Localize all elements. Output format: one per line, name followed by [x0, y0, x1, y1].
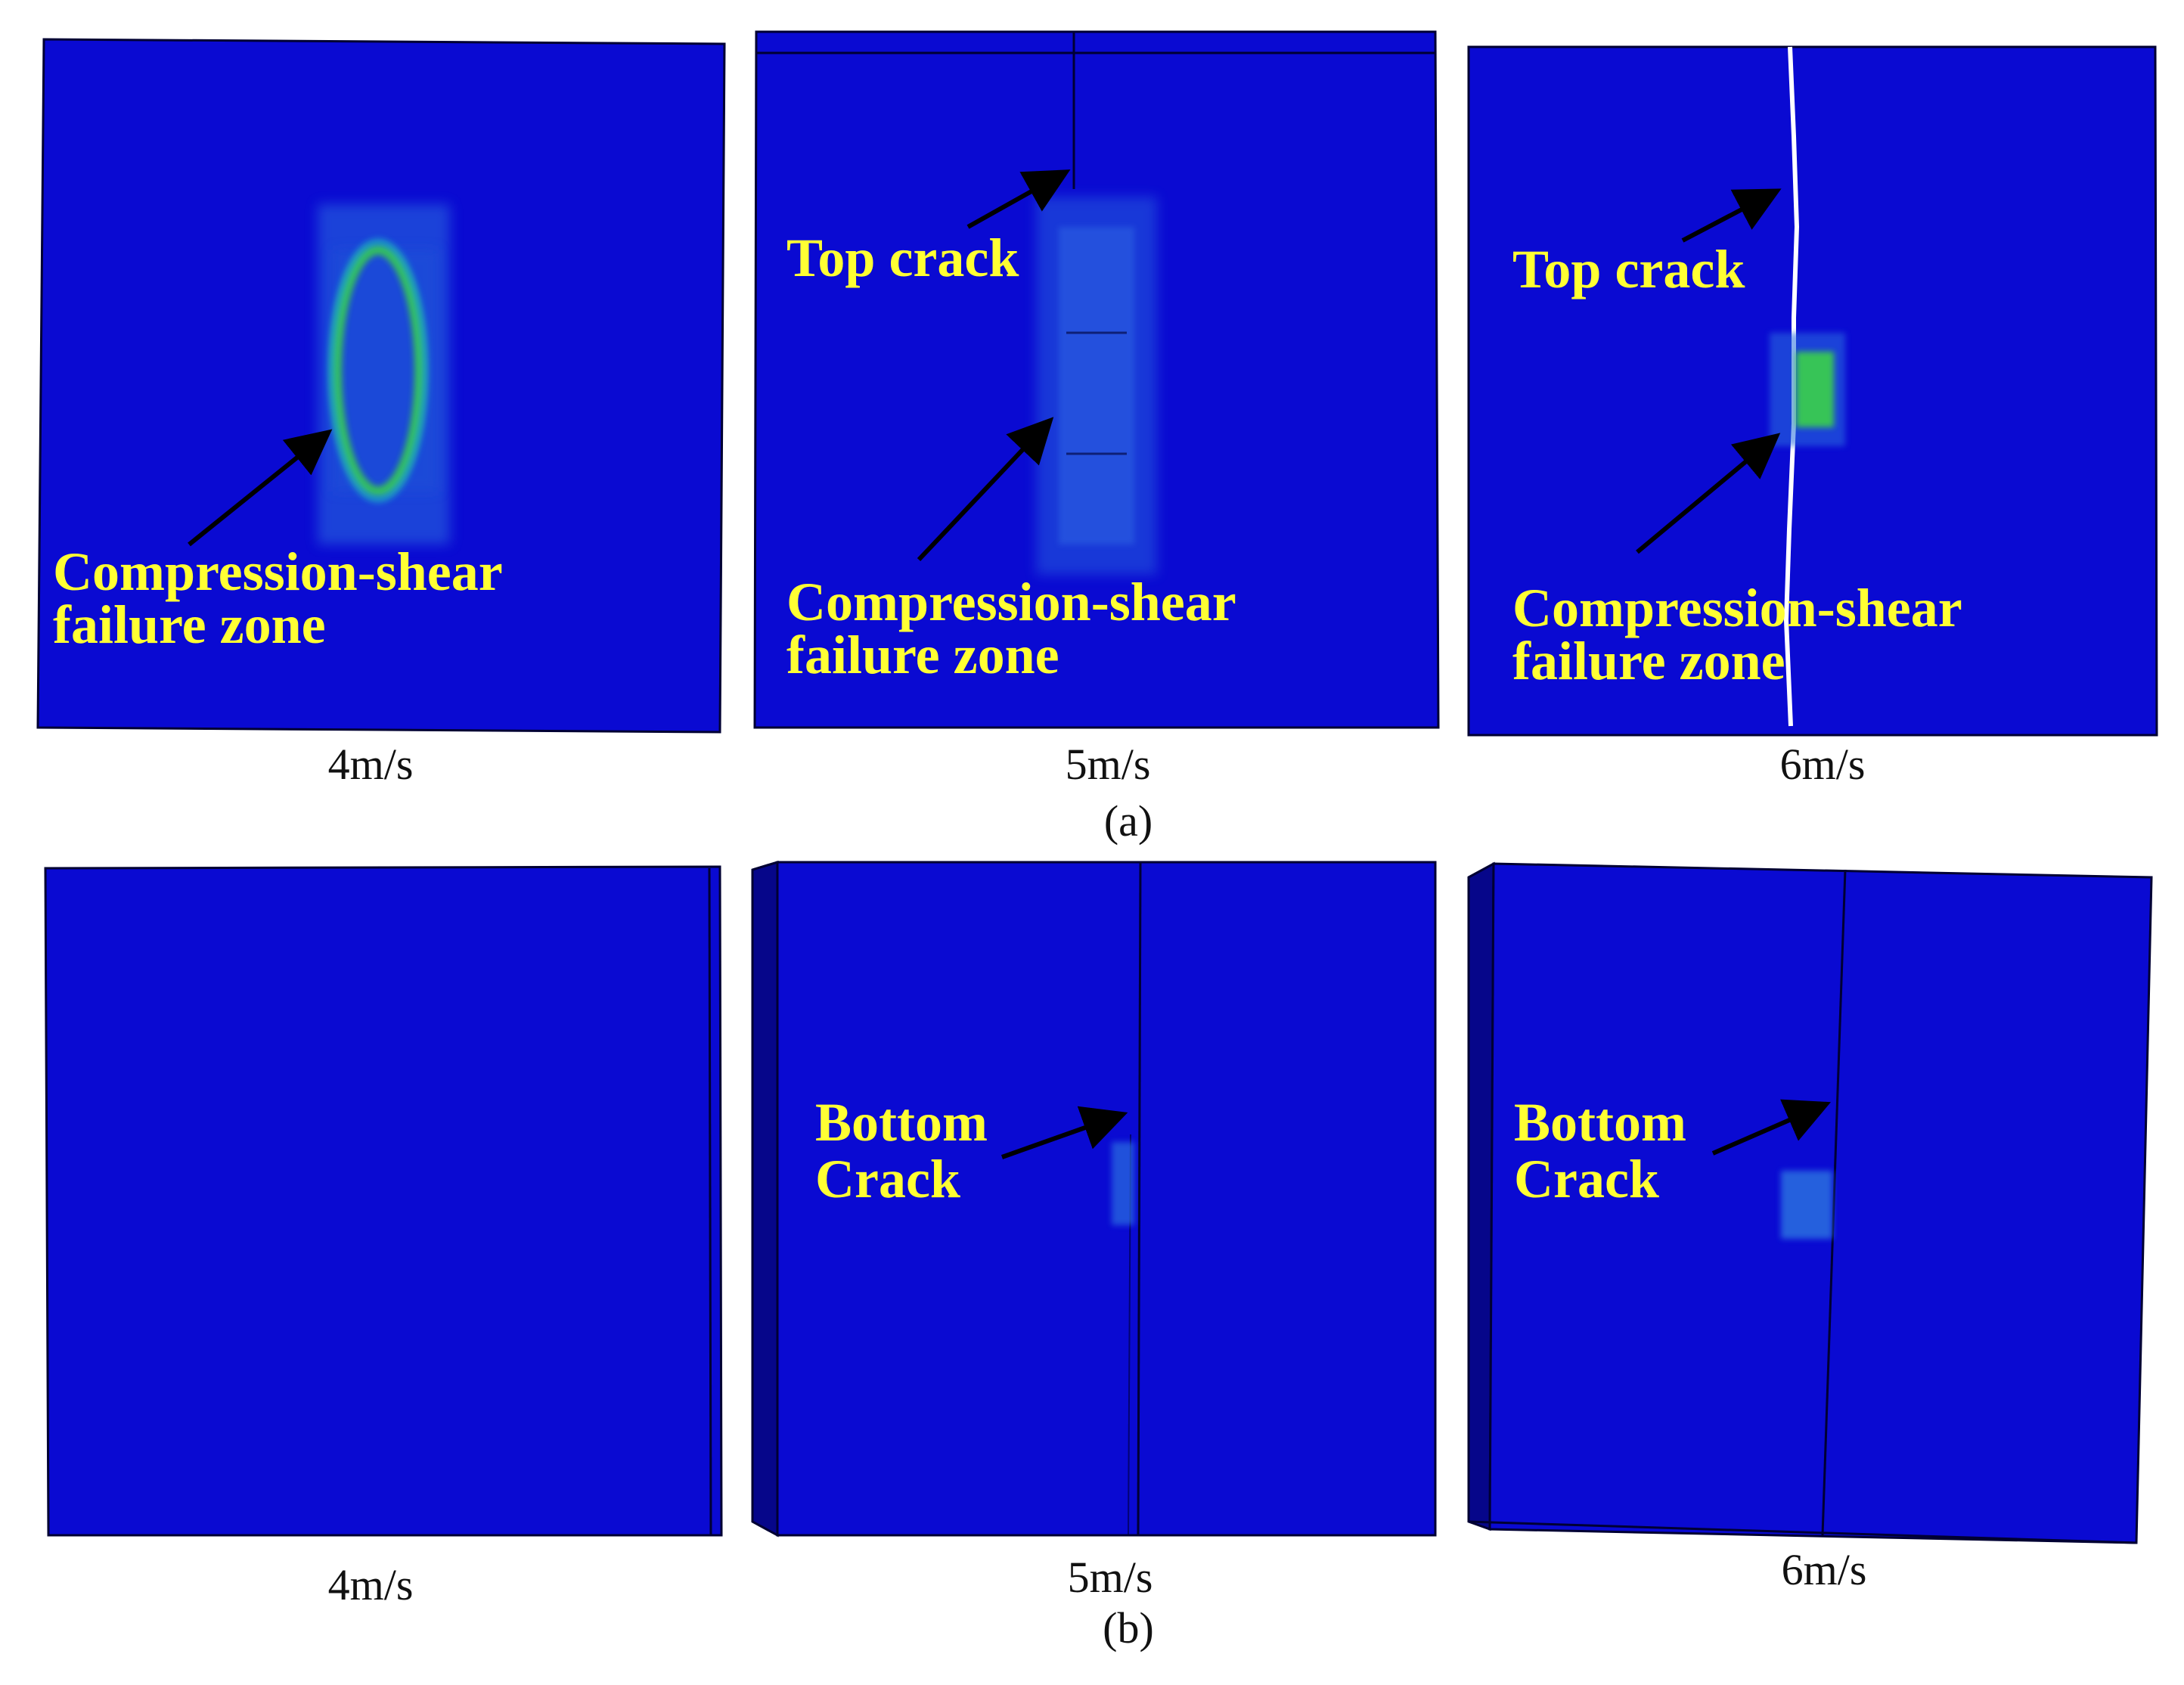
plate-surface — [44, 865, 723, 1537]
panel-a-4ms: Compression-shear failure zone 4m/s — [36, 38, 726, 789]
speed-caption: 6m/s — [1782, 1545, 1867, 1594]
annotation-bottom: Bottom — [1514, 1092, 1686, 1153]
panel-b-5ms: Bottom Crack 5m/s — [751, 860, 1437, 1602]
annotation-failure-zone: failure zone — [1512, 631, 1785, 691]
annotation-top-crack: Top crack — [1512, 239, 1745, 299]
annotation-top-crack: Top crack — [786, 228, 1019, 288]
plate-surface — [776, 861, 1437, 1537]
annotation-arrow — [188, 429, 333, 547]
annotation-compression-shear: Compression-shear — [1512, 578, 1962, 638]
compression-shear-damage-zone — [1770, 333, 1845, 446]
speed-caption: 4m/s — [328, 740, 414, 789]
annotation-arrow-compression — [1636, 433, 1781, 554]
annotation-arrow — [1000, 1106, 1128, 1159]
plate-side-face — [751, 860, 779, 1538]
annotation-arrow-compression — [917, 417, 1054, 562]
bottom-crack-line — [1137, 861, 1142, 1536]
annotation-crack: Crack — [815, 1149, 960, 1209]
panel-a-6ms: Top crack Compression-shear failure zone… — [1467, 45, 2158, 789]
row-label-b: (b) — [1103, 1603, 1154, 1652]
speed-caption: 4m/s — [328, 1560, 414, 1609]
annotation-arrow-top-crack — [966, 169, 1071, 229]
annotation-compression-shear: Compression-shear — [53, 541, 503, 602]
annotation-arrow — [1711, 1099, 1832, 1156]
speed-caption: 5m/s — [1068, 1553, 1153, 1602]
plate-right-edge — [708, 867, 712, 1536]
compression-shear-damage-zone — [318, 204, 450, 545]
compression-shear-damage-zone — [1036, 197, 1157, 575]
annotation-bottom: Bottom — [815, 1092, 988, 1153]
bottom-crack-damage — [1112, 1142, 1134, 1225]
speed-caption: 6m/s — [1780, 740, 1866, 789]
speed-caption: 5m/s — [1066, 740, 1151, 789]
plate-bottom-edge — [1468, 1520, 2137, 1544]
row-label-a: (a) — [1104, 796, 1152, 846]
panel-a-5ms: Top crack Compression-shear failure zone… — [753, 30, 1440, 789]
annotation-failure-zone: failure zone — [53, 594, 326, 655]
annotation-failure-zone: failure zone — [786, 625, 1059, 685]
bottom-crack-damage — [1781, 1171, 1832, 1239]
annotation-compression-shear: Compression-shear — [786, 572, 1236, 632]
annotation-arrow-top-crack — [1681, 188, 1782, 243]
annotation-crack: Crack — [1514, 1149, 1659, 1209]
panel-b-6ms: Bottom Crack 6m/s — [1467, 861, 2153, 1594]
bottom-crack-line — [1821, 869, 1847, 1536]
plate-top-edge — [752, 861, 778, 871]
panel-b-4ms: 4m/s — [44, 865, 723, 1609]
